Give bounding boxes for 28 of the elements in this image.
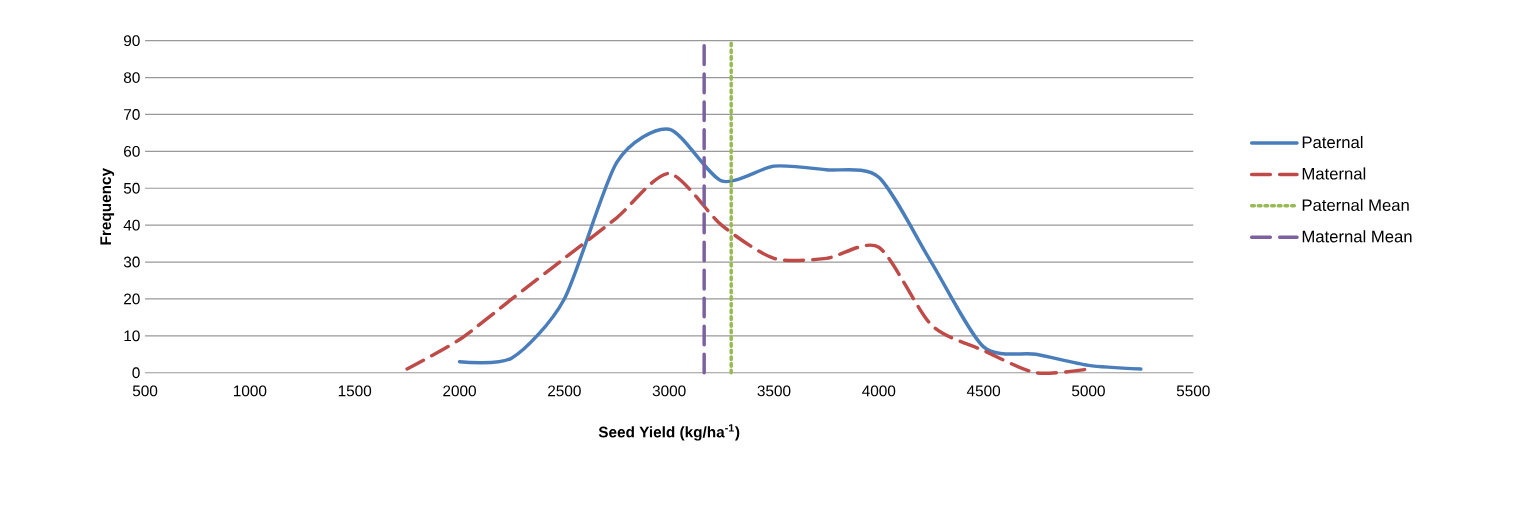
x-tick-label: 5500 xyxy=(1176,385,1210,397)
x-tick-label: 5000 xyxy=(1071,385,1105,397)
x-tick-label: 4000 xyxy=(862,385,896,397)
line-series xyxy=(457,127,1143,371)
legend-label: Paternal xyxy=(1302,136,1363,149)
y-tick-label: 90 xyxy=(123,35,140,47)
x-tick-label: 500 xyxy=(132,385,158,397)
x-tick-label: 3000 xyxy=(652,385,686,397)
y-axis-title: Frequency xyxy=(100,168,115,245)
y-tick-label: 40 xyxy=(123,219,140,231)
legend-label: Paternal Mean xyxy=(1302,198,1409,212)
x-tick-label: 2500 xyxy=(548,385,581,397)
x-tick-label: 2000 xyxy=(443,385,476,397)
y-tick-label: 30 xyxy=(123,256,140,268)
y-tick-label: 50 xyxy=(123,182,140,194)
y-tick-label: 70 xyxy=(124,109,140,121)
y-tick-label: 10 xyxy=(124,330,140,342)
x-axis-title: Seed Yield (kg/ha$^{-1}$) xyxy=(598,424,740,441)
x-tick-label: 1500 xyxy=(338,385,372,397)
x-tick-label: 4500 xyxy=(966,385,1001,397)
y-tick-label: 0 xyxy=(132,367,140,379)
y-tick-label: 60 xyxy=(124,146,140,157)
x-tick-label: 3500 xyxy=(757,385,791,397)
legend-label: Maternal xyxy=(1302,167,1366,180)
legend-label: Maternal Mean xyxy=(1302,230,1412,243)
x-tick-label: 1000 xyxy=(233,385,267,397)
y-tick-label: 20 xyxy=(124,293,140,305)
y-tick-label: 80 xyxy=(123,72,140,84)
